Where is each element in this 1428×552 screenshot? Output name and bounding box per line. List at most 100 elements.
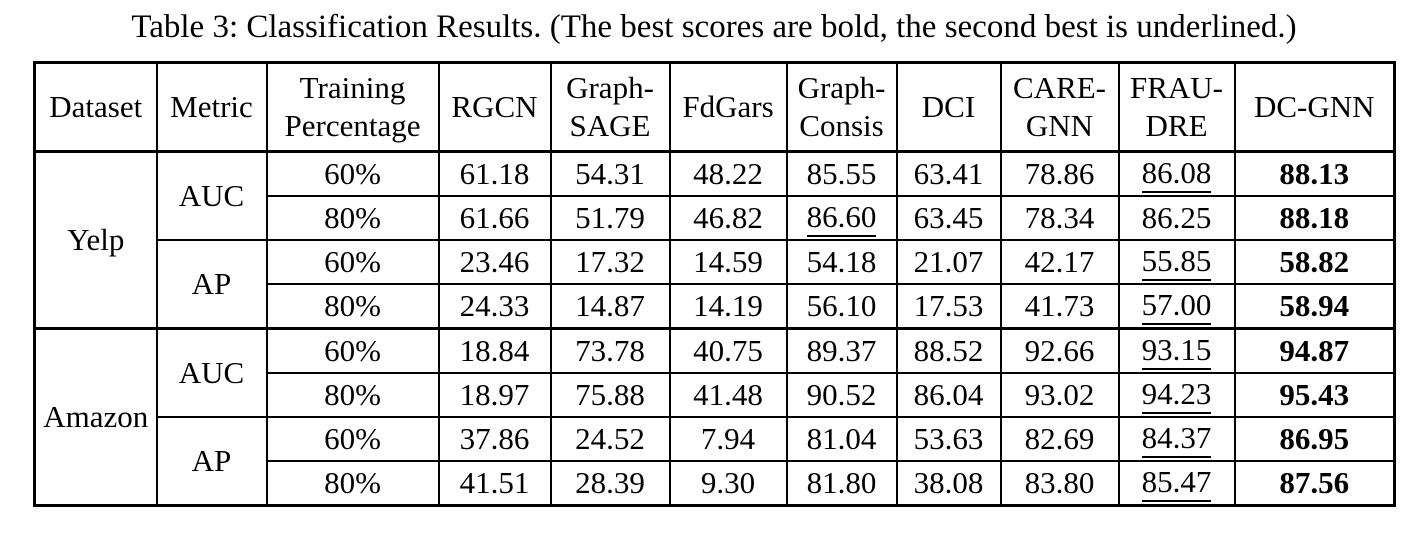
score-cell-fdgars: 14.59 — [668, 239, 788, 285]
score-cell-fdgars: 40.75 — [668, 327, 788, 374]
training-percentage-cell: 80% — [265, 460, 440, 507]
col-header-caregnn: CARE- GNN — [999, 61, 1120, 153]
score-cell-dci: 21.07 — [895, 239, 1002, 285]
score-cell-dci: 88.52 — [895, 327, 1002, 374]
training-percentage-cell: 60% — [265, 150, 440, 197]
score-cell-rgcn: 37.86 — [437, 416, 552, 462]
score-cell-rgcn: 41.51 — [437, 460, 552, 507]
score-cell-graphconsis: 54.18 — [785, 239, 898, 285]
row-yelp-auc-60: Yelp AUC 60% 61.18 54.31 48.22 85.55 63.… — [33, 150, 1396, 330]
col-header-training-percentage: Training Percentage — [265, 61, 440, 153]
training-percentage-cell: 80% — [265, 372, 440, 418]
score-cell-graphconsis: 86.60 — [785, 195, 898, 241]
score-cell-fdgars: 14.19 — [668, 283, 788, 330]
score-cell-graphsage: 73.78 — [549, 327, 671, 374]
header-row: Dataset Metric Training Percentage RGCN … — [33, 61, 1396, 153]
score-cell-fdgars: 46.82 — [668, 195, 788, 241]
col-header-graphconsis: Graph- Consis — [785, 61, 898, 153]
score-cell-dcgnn: 87.56 — [1233, 460, 1396, 507]
training-percentage-cell: 60% — [265, 327, 440, 374]
row-amazon-auc-60: Amazon AUC 60% 18.84 73.78 40.75 89.37 8… — [33, 327, 1396, 507]
score-cell-fraudre: 55.85 — [1117, 239, 1236, 285]
score-cell-fdgars: 9.30 — [668, 460, 788, 507]
score-cell-graphsage: 75.88 — [549, 372, 671, 418]
row-amazon-ap-60: AP 60% 37.86 24.52 7.94 81.04 53.63 82.6… — [35, 416, 1396, 507]
score-cell-fraudre: 86.08 — [1117, 150, 1236, 197]
training-percentage-cell: 80% — [265, 283, 440, 330]
score-cell-caregnn: 93.02 — [999, 372, 1120, 418]
col-header-dcgnn: DC-GNN — [1233, 61, 1396, 153]
score-cell-dcgnn: 94.87 — [1233, 327, 1396, 374]
score-cell-dcgnn: 58.94 — [1233, 283, 1396, 330]
second-best-score: 85.47 — [1141, 465, 1212, 502]
score-cell-caregnn: 78.34 — [999, 195, 1120, 241]
score-cell-fdgars: 41.48 — [668, 372, 788, 418]
score-cell-graphconsis: 81.04 — [785, 416, 898, 462]
score-cell-fdgars: 7.94 — [668, 416, 788, 462]
results-table: Dataset Metric Training Percentage RGCN … — [33, 61, 1396, 507]
score-cell-graphconsis: 85.55 — [785, 150, 898, 197]
row-yelp-ap-80: 80% 24.33 14.87 14.19 56.10 17.53 41.73 … — [35, 283, 1396, 330]
metric-cell: AUC — [155, 327, 268, 418]
score-cell-graphconsis: 81.80 — [785, 460, 898, 507]
score-cell-caregnn: 42.17 — [999, 239, 1120, 285]
score-cell-caregnn: 82.69 — [999, 416, 1120, 462]
score-cell-caregnn: 41.73 — [999, 283, 1120, 330]
score-cell-graphsage: 17.32 — [549, 239, 671, 285]
col-header-fraudre: FRAU- DRE — [1117, 61, 1236, 153]
second-best-score: 86.08 — [1141, 156, 1212, 193]
col-header-rgcn: RGCN — [437, 61, 552, 153]
table-caption: Table 3: Classification Results. (The be… — [131, 9, 1297, 45]
score-cell-dci: 53.63 — [895, 416, 1002, 462]
score-cell-dci: 63.41 — [895, 150, 1002, 197]
training-percentage-cell: 80% — [265, 195, 440, 241]
score-cell-caregnn: 92.66 — [999, 327, 1120, 374]
score-cell-graphsage: 54.31 — [549, 150, 671, 197]
score-cell-dcgnn: 88.13 — [1233, 150, 1396, 197]
second-best-score: 94.23 — [1141, 377, 1212, 414]
score-cell-graphsage: 24.52 — [549, 416, 671, 462]
score-cell-graphsage: 14.87 — [549, 283, 671, 330]
second-best-score: 86.60 — [806, 200, 877, 237]
score-cell-rgcn: 18.97 — [437, 372, 552, 418]
row-amazon-auc-80: 80% 18.97 75.88 41.48 90.52 86.04 93.02 … — [35, 372, 1396, 418]
metric-cell: AP — [155, 416, 268, 507]
row-amazon-ap-80: 80% 41.51 28.39 9.30 81.80 38.08 83.80 8… — [35, 460, 1396, 507]
second-best-score: 57.00 — [1141, 288, 1212, 325]
metric-cell: AP — [155, 239, 268, 330]
score-cell-fdgars: 48.22 — [668, 150, 788, 197]
col-header-metric: Metric — [155, 61, 268, 153]
score-cell-rgcn: 24.33 — [437, 283, 552, 330]
score-cell-caregnn: 83.80 — [999, 460, 1120, 507]
row-yelp-ap-60: AP 60% 23.46 17.32 14.59 54.18 21.07 42.… — [35, 239, 1396, 330]
score-cell-dci: 63.45 — [895, 195, 1002, 241]
col-header-dataset: Dataset — [33, 61, 158, 153]
score-cell-rgcn: 61.66 — [437, 195, 552, 241]
second-best-score: 84.37 — [1141, 421, 1212, 458]
score-cell-fraudre: 84.37 — [1117, 416, 1236, 462]
training-percentage-cell: 60% — [265, 416, 440, 462]
score-cell-graphconsis: 90.52 — [785, 372, 898, 418]
score-cell-rgcn: 61.18 — [437, 150, 552, 197]
score-cell-fraudre: 93.15 — [1117, 327, 1236, 374]
dataset-cell: Yelp — [33, 150, 158, 330]
score-cell-rgcn: 23.46 — [437, 239, 552, 285]
score-cell-graphsage: 51.79 — [549, 195, 671, 241]
score-cell-rgcn: 18.84 — [437, 327, 552, 374]
second-best-score: 93.15 — [1141, 333, 1212, 370]
col-header-fdgars: FdGars — [668, 61, 788, 153]
score-cell-caregnn: 78.86 — [999, 150, 1120, 197]
metric-cell: AUC — [155, 150, 268, 241]
score-cell-dcgnn: 86.95 — [1233, 416, 1396, 462]
col-header-dci: DCI — [895, 61, 1002, 153]
score-cell-fraudre: 94.23 — [1117, 372, 1236, 418]
score-cell-dcgnn: 88.18 — [1233, 195, 1396, 241]
col-header-graphsage: Graph- SAGE — [549, 61, 671, 153]
score-cell-fraudre: 85.47 — [1117, 460, 1236, 507]
score-cell-dci: 86.04 — [895, 372, 1002, 418]
score-cell-dci: 38.08 — [895, 460, 1002, 507]
second-best-score: 55.85 — [1141, 244, 1212, 281]
score-cell-graphconsis: 56.10 — [785, 283, 898, 330]
score-cell-graphconsis: 89.37 — [785, 327, 898, 374]
score-cell-dcgnn: 58.82 — [1233, 239, 1396, 285]
